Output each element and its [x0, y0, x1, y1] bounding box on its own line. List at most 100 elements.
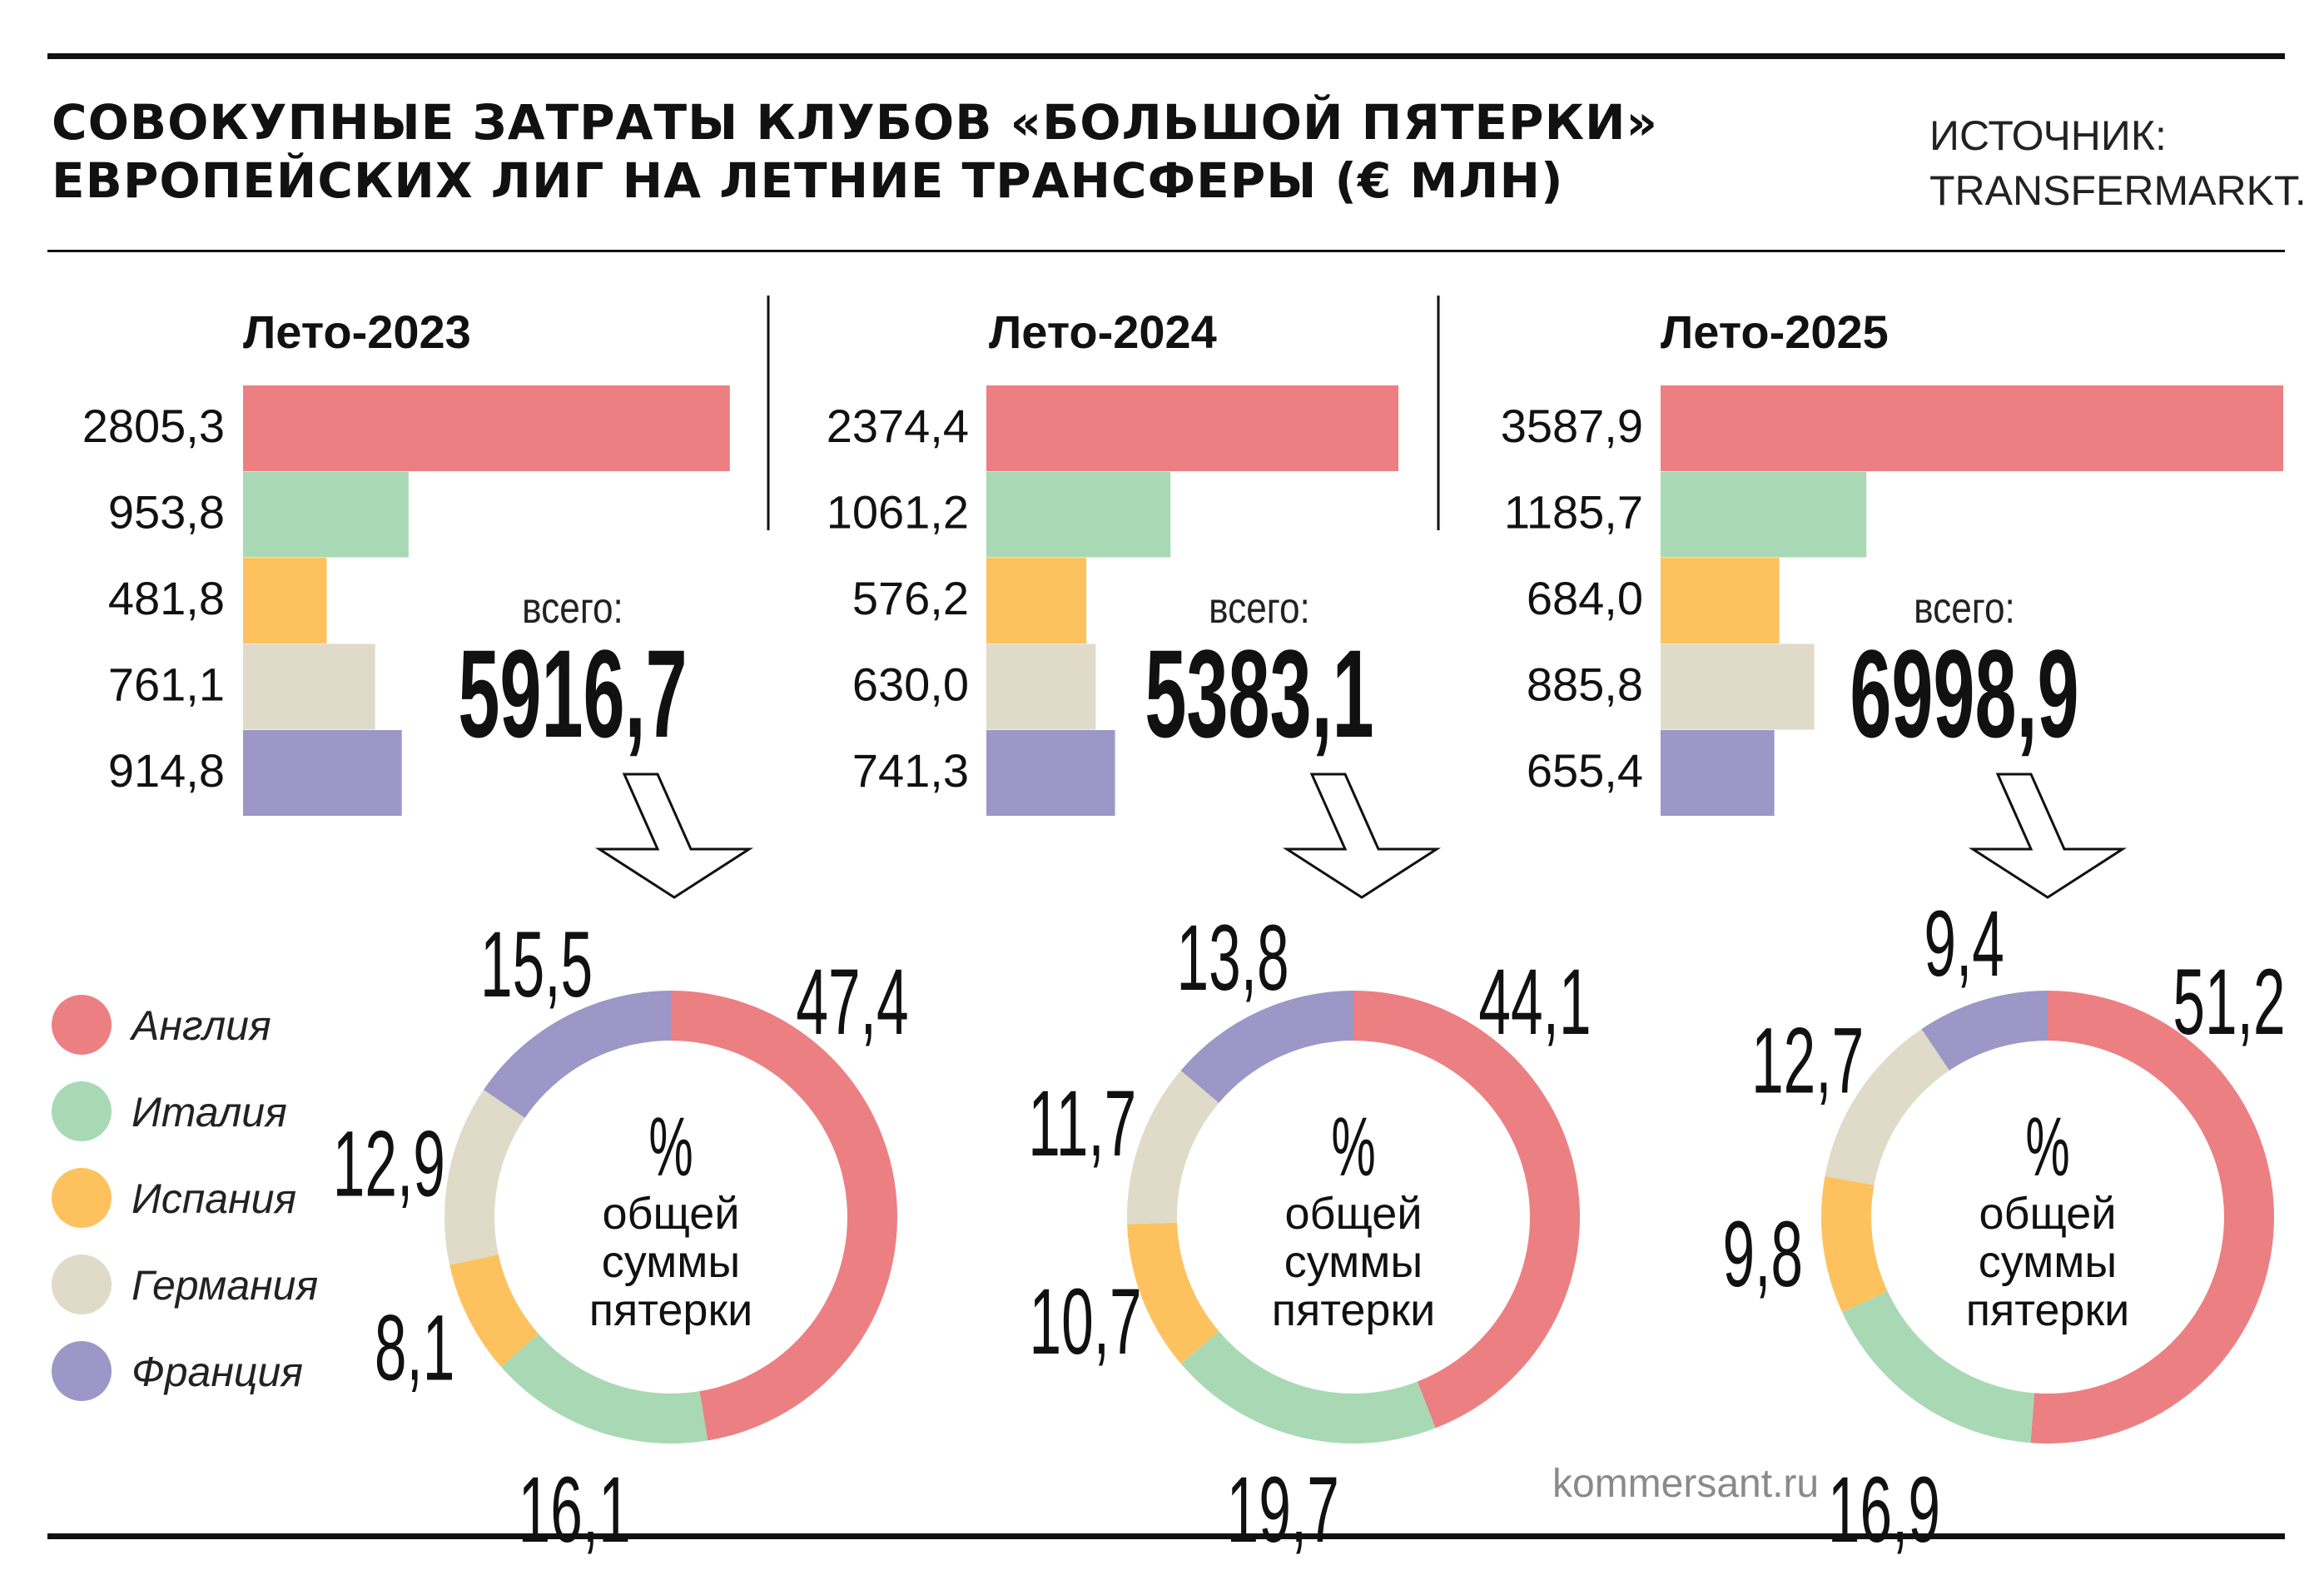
donut-segment-4 — [1126, 1071, 1219, 1225]
donut-value-label: 16,1 — [519, 1458, 631, 1562]
donut-segment-1 — [1353, 991, 1581, 1429]
donut-center-text: общей — [1979, 1189, 2117, 1239]
donut-value-label: 15,5 — [480, 912, 593, 1016]
donut-center-text: суммы — [602, 1237, 740, 1287]
bar-value-label: 655,4 — [1527, 744, 1643, 797]
source-line-1: ИСТОЧНИК: — [1929, 112, 2167, 159]
legend-swatch — [52, 1168, 112, 1228]
bar-value-label: 741,3 — [852, 744, 969, 797]
donut-segment-3 — [1127, 1222, 1219, 1364]
legend-swatch — [52, 1081, 112, 1141]
donut-value-label: 44,1 — [1478, 950, 1591, 1054]
bar-5 — [243, 730, 402, 816]
bar-1 — [1661, 385, 2283, 471]
bar-value-label: 885,8 — [1527, 658, 1643, 711]
total-value: 5383,1 — [1145, 624, 1373, 763]
bar-3 — [1661, 558, 1780, 643]
donut-value-label: 10,7 — [1029, 1270, 1141, 1374]
title-line-2: ЕВРОПЕЙСКИХ ЛИГ НА ЛЕТНИЕ ТРАНСФЕРЫ (€ М… — [52, 152, 1564, 209]
bar-value-label: 1061,2 — [827, 486, 969, 539]
donut-segment-5 — [1921, 991, 2048, 1071]
total-value: 5916,7 — [458, 624, 687, 763]
panel-title: Лето-2023 — [243, 306, 471, 358]
donut-value-label: 9,8 — [1722, 1202, 1803, 1306]
donut-segment-5 — [1180, 991, 1353, 1103]
bar-4 — [986, 643, 1096, 730]
donut-segment-5 — [484, 991, 671, 1118]
donut-value-label: 12,9 — [333, 1111, 445, 1215]
bar-3 — [243, 558, 327, 643]
donut-value-label: 11,7 — [1028, 1071, 1136, 1175]
bar-5 — [986, 730, 1115, 816]
bar-1 — [243, 385, 730, 471]
donut-center-text: суммы — [1284, 1237, 1423, 1287]
donut-center-text: пятерки — [589, 1285, 752, 1335]
donut-center-percent: % — [648, 1101, 693, 1194]
down-arrow-icon — [1968, 773, 2128, 899]
donut-segment-3 — [1821, 1175, 1888, 1313]
donut-center-text: суммы — [1979, 1237, 2117, 1287]
legend-label: Германия — [132, 1262, 319, 1309]
bar-value-label: 3587,9 — [1501, 400, 1643, 452]
bar-5 — [1661, 730, 1775, 816]
legend-label: Франция — [132, 1349, 303, 1395]
donut-segment-4 — [1825, 1029, 1949, 1185]
source-line-2: TRANSFERMARKT. — [1929, 167, 2307, 214]
donut-value-label: 9,4 — [1924, 892, 2004, 996]
legend-label: Испания — [132, 1175, 297, 1222]
bar-4 — [243, 643, 375, 730]
donut-center-percent: % — [1331, 1101, 1375, 1194]
down-arrow-icon — [1282, 773, 1442, 899]
panel-title: Лето-2024 — [989, 306, 1217, 358]
donut-value-label: 47,4 — [796, 950, 908, 1054]
donut-segment-1 — [671, 991, 897, 1441]
donut-segment-3 — [449, 1254, 539, 1367]
top-rule — [47, 53, 2285, 59]
donut-value-label: 12,7 — [1751, 1009, 1864, 1113]
donut-center-text: общей — [603, 1189, 740, 1239]
bar-4 — [1661, 643, 1815, 730]
donut-segment-2 — [1180, 1331, 1436, 1443]
bar-value-label: 953,8 — [108, 486, 225, 539]
donut-value-label: 13,8 — [1177, 906, 1289, 1010]
bar-2 — [1661, 471, 1867, 558]
total-value: 6998,9 — [1850, 624, 2078, 763]
bar-2 — [243, 471, 409, 558]
donut-segment-2 — [1842, 1291, 2035, 1443]
donut-value-label: 8,1 — [375, 1296, 455, 1400]
header-divider — [47, 250, 2285, 252]
legend-swatch — [52, 995, 112, 1055]
bar-value-label: 481,8 — [108, 572, 225, 624]
bar-value-label: 2374,4 — [827, 400, 969, 452]
bar-value-label: 761,1 — [108, 658, 225, 711]
donut-value-label: 51,2 — [2173, 950, 2285, 1054]
total-label: всего: — [1914, 584, 2015, 633]
donut-center-text: пятерки — [1966, 1285, 2129, 1335]
total-label: всего: — [522, 584, 623, 633]
panel-title: Лето-2025 — [1661, 306, 1889, 358]
total-label: всего: — [1209, 584, 1310, 633]
donut-segment-4 — [444, 1090, 525, 1265]
bar-value-label: 684,0 — [1527, 572, 1643, 624]
brand-watermark: kommersant.ru — [1552, 1462, 1820, 1506]
legend-label: Англия — [132, 1002, 271, 1049]
legend-swatch — [52, 1255, 112, 1314]
legend-swatch — [52, 1341, 112, 1401]
bar-value-label: 630,0 — [852, 658, 969, 711]
source-note: ИСТОЧНИК: TRANSFERMARKT. — [1929, 108, 2307, 218]
legend-label: Италия — [132, 1089, 287, 1135]
title-line-1: СОВОКУПНЫЕ ЗАТРАТЫ КЛУБОВ «БОЛЬШОЙ ПЯТЕР… — [52, 94, 1658, 151]
bar-value-label: 576,2 — [852, 572, 969, 624]
bar-value-label: 914,8 — [108, 744, 225, 797]
donut-value-label: 16,9 — [1828, 1458, 1940, 1562]
donut-center-text: пятерки — [1272, 1285, 1435, 1335]
donut-center-percent: % — [2025, 1101, 2069, 1194]
donut-value-label: 19,7 — [1227, 1458, 1339, 1562]
donut-segment-2 — [500, 1334, 708, 1443]
donut-segment-1 — [2030, 991, 2275, 1443]
bar-2 — [986, 471, 1171, 558]
bar-3 — [986, 558, 1087, 643]
chart-title: СОВОКУПНЫЕ ЗАТРАТЫ КЛУБОВ «БОЛЬШОЙ ПЯТЕР… — [52, 93, 1658, 210]
down-arrow-icon — [594, 773, 754, 899]
